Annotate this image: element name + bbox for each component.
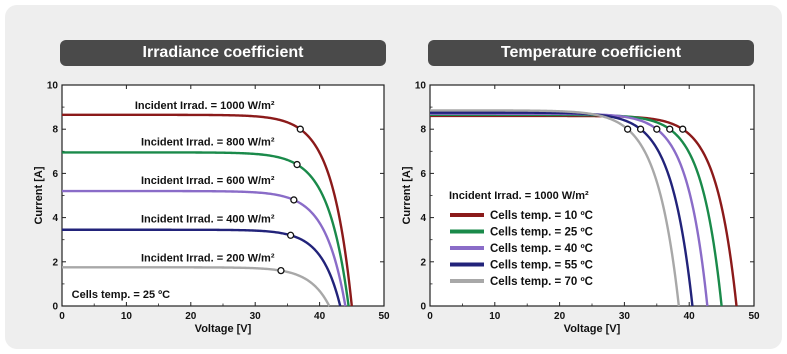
irradiance-series-line [62, 151, 350, 307]
temperature-x-tick-label: 20 [554, 311, 566, 322]
irradiance-y-tick-label: 10 [47, 81, 59, 92]
temperature-x-tick-label: 40 [684, 311, 696, 322]
temperature-y-tick-label: 10 [415, 81, 427, 92]
temperature-x-tick-label: 30 [619, 311, 631, 322]
irradiance-series-label: Incident Irrad. = 200 W/m² [141, 252, 275, 264]
irradiance-mpp-point [293, 160, 301, 169]
irradiance-plot-area [61, 84, 385, 307]
irradiance-series-label: Incident Irrad. = 400 W/m² [141, 214, 275, 226]
temperature-y-tick-label: 6 [420, 169, 426, 180]
temperature-y-tick-label: 2 [420, 257, 426, 268]
temperature-legend-label: Cells temp. = 55 ºC [490, 260, 593, 272]
irradiance-x-tick-label: 30 [250, 311, 262, 322]
cells-temp-annotation: Cells temp. = 25 ºC [72, 289, 171, 301]
temperature-legend-label: Cells temp. = 25 ºC [490, 227, 593, 239]
irradiance-x-tick-label: 40 [314, 311, 326, 322]
temperature-mpp-point [623, 125, 632, 133]
temperature-series-line [429, 111, 694, 307]
temperature-mpp-point [666, 125, 674, 133]
irradiance-series-line [62, 113, 353, 307]
temperature-legend-label: Cells temp. = 40 ºC [490, 243, 593, 255]
temperature-legend-label: Cells temp. = 10 ºC [490, 210, 593, 222]
irradiance-y-tick-label: 0 [52, 302, 58, 313]
irradiance-series-label: Incident Irrad. = 600 W/m² [141, 175, 275, 187]
irradiance-series-label: Incident Irrad. = 800 W/m² [141, 136, 275, 148]
irradiance-y-tick-label: 4 [52, 213, 58, 224]
irradiance-y-tick-label: 2 [52, 257, 58, 268]
irradiance-y-axis-label: Current [A] [33, 166, 45, 224]
temperature-chart-title: Temperature coefficient [428, 40, 754, 66]
irradiance-mpp-point [286, 231, 295, 239]
irradiance-series-label: Incident Irrad. = 1000 W/m² [135, 100, 275, 112]
irradiance-chart-title: Irradiance coefficient [60, 40, 386, 66]
irradiance-mpp-point [277, 266, 285, 275]
temperature-y-tick-label: 4 [420, 213, 426, 224]
temperature-y-tick-label: 0 [420, 302, 426, 313]
temperature-x-tick-label: 50 [748, 311, 760, 322]
temperature-plot-area [429, 84, 755, 307]
temperature-legend-label: Cells temp. = 70 ºC [490, 276, 593, 288]
temperature-x-tick-label: 10 [489, 311, 501, 322]
temperature-legend-title: Incident Irrad. = 1000 W/m² [449, 190, 589, 202]
temperature-mpp-point [636, 125, 645, 133]
irradiance-x-axis-label: Voltage [V] [195, 323, 252, 335]
temperature-x-tick-label: 0 [427, 311, 433, 322]
irradiance-mpp-point [290, 196, 298, 204]
temperature-y-tick-label: 8 [420, 125, 426, 136]
irradiance-x-tick-label: 0 [59, 311, 65, 322]
irradiance-series-line [62, 266, 331, 307]
irradiance-y-tick-label: 8 [52, 125, 58, 136]
irradiance-y-tick-label: 6 [52, 169, 58, 180]
temperature-series-line [429, 109, 681, 307]
temperature-mpp-point [679, 125, 687, 133]
irradiance-x-tick-label: 20 [185, 311, 197, 322]
irradiance-series-line [62, 189, 347, 307]
temperature-x-axis-label: Voltage [V] [564, 323, 621, 335]
temperature-mpp-point [653, 125, 661, 133]
irradiance-x-tick-label: 50 [378, 311, 390, 322]
temperature-y-axis-label: Current [A] [401, 166, 413, 224]
irradiance-mpp-point [296, 125, 304, 133]
irradiance-x-tick-label: 10 [121, 311, 133, 322]
